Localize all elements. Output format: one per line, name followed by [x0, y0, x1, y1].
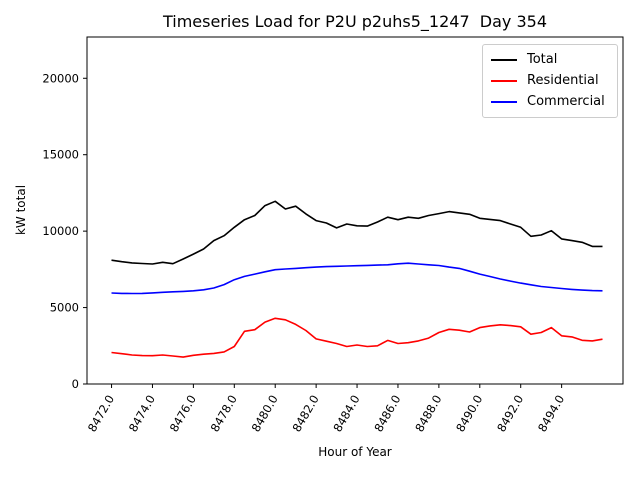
legend-line-commercial-icon [491, 101, 517, 103]
x-tick-label: 8478.0 [208, 393, 240, 435]
x-tick-label: 8492.0 [494, 393, 526, 435]
legend-item-residential: Residential [491, 72, 609, 90]
series-total [111, 200, 603, 265]
y-tick-label: 20000 [42, 71, 79, 85]
x-tick-label: 8476.0 [167, 393, 199, 435]
x-tick-label: 8482.0 [289, 393, 321, 435]
series-lines [111, 200, 603, 358]
x-tick-label: 8484.0 [330, 393, 362, 435]
series-commercial [111, 262, 603, 295]
axis-ticks: 0 5000 10000 15000 20000 8472.0 8474.0 8476.0 84… [42, 71, 567, 434]
legend-item-commercial: Commercial [491, 93, 609, 111]
plot-area-border [86, 36, 624, 385]
legend-item-total: Total [491, 51, 609, 69]
legend: Total Residential Commercial [482, 44, 618, 118]
legend-label-residential: Residential [527, 73, 599, 88]
series-residential [111, 317, 603, 358]
legend-line-residential-icon [491, 80, 517, 82]
chart-title: Timeseries Load for P2U p2uhs5_1247 Day … [162, 12, 547, 32]
x-tick-label: 8474.0 [126, 393, 158, 435]
y-tick-label: 10000 [42, 224, 79, 238]
x-tick-label: 8494.0 [535, 393, 567, 435]
x-tick-label: 8486.0 [371, 393, 403, 435]
x-tick-label: 8490.0 [453, 393, 485, 435]
x-tick-label: 8488.0 [412, 393, 444, 435]
y-tick-label: 0 [72, 377, 79, 391]
legend-label-total: Total [527, 52, 558, 67]
y-axis-label: kW total [14, 185, 28, 235]
legend-line-total-icon [491, 59, 517, 61]
x-axis-label: Hour of Year [318, 445, 392, 459]
x-tick-label: 8480.0 [249, 393, 281, 435]
x-tick-label: 8472.0 [85, 393, 117, 435]
legend-label-commercial: Commercial [527, 94, 605, 109]
y-tick-label: 15000 [42, 148, 79, 162]
y-tick-label: 5000 [50, 301, 79, 315]
